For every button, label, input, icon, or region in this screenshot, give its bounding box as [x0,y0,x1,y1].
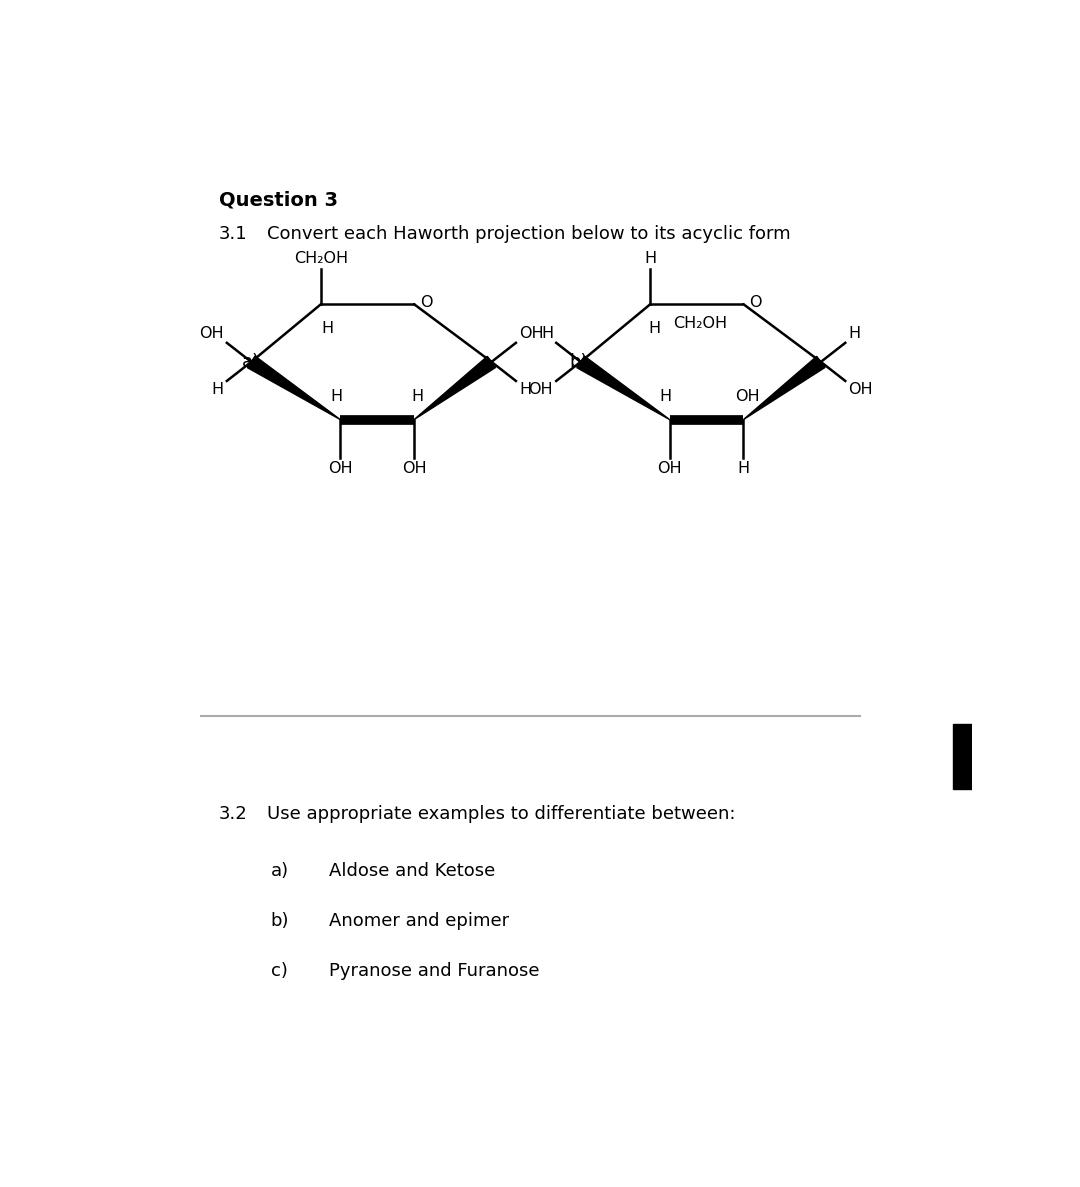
Text: CH₂OH: CH₂OH [294,252,348,266]
Polygon shape [743,356,825,420]
Text: H: H [648,320,660,336]
Text: H: H [321,320,334,336]
Text: Use appropriate examples to differentiate between:: Use appropriate examples to differentiat… [267,805,735,823]
Text: H: H [212,382,224,398]
Text: Anomer and epimer: Anomer and epimer [328,913,509,931]
Text: a): a) [242,353,260,370]
Text: b): b) [271,913,289,931]
Bar [953,724,972,789]
Text: O: O [420,294,433,310]
Text: 3.1: 3.1 [218,224,247,243]
Text: Question 3: Question 3 [218,190,338,209]
Text: Pyranose and Furanose: Pyranose and Furanose [328,963,539,980]
Text: H: H [849,326,861,342]
Text: Convert each Haworth projection below to its acyclic form: Convert each Haworth projection below to… [267,224,791,243]
Text: H: H [660,389,672,405]
Text: a): a) [271,863,288,881]
Polygon shape [577,356,670,420]
Text: H: H [541,326,553,342]
Text: OH: OH [519,326,543,342]
Polygon shape [247,356,340,420]
Text: c): c) [271,963,287,980]
Text: OH: OH [402,462,427,476]
Text: O: O [750,294,762,310]
Text: H: H [738,462,750,476]
Text: H: H [645,252,657,266]
Text: Aldose and Ketose: Aldose and Ketose [328,863,495,881]
Text: H: H [411,389,424,405]
Text: OH: OH [849,382,873,398]
Text: H: H [519,382,531,398]
Text: OH: OH [328,462,353,476]
Polygon shape [414,356,496,420]
Text: 3.2: 3.2 [218,805,247,823]
Text: CH₂OH: CH₂OH [674,316,728,331]
Text: OH: OH [734,389,759,405]
Text: b): b) [569,353,588,370]
Text: OH: OH [199,326,224,342]
Text: OH: OH [658,462,683,476]
Text: H: H [330,389,342,405]
Text: OH: OH [528,382,553,398]
